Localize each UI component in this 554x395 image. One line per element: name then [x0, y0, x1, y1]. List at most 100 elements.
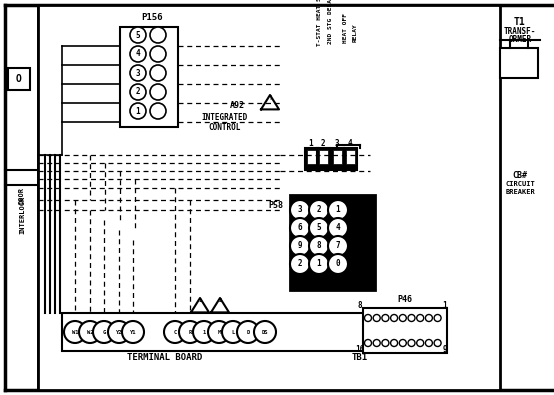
Circle shape	[290, 254, 310, 274]
Text: W2: W2	[87, 329, 93, 335]
Text: 9: 9	[297, 241, 302, 250]
Circle shape	[391, 339, 398, 346]
Circle shape	[130, 27, 146, 43]
Circle shape	[79, 321, 101, 343]
Circle shape	[417, 314, 424, 322]
Circle shape	[150, 103, 166, 119]
Text: DS: DS	[261, 329, 268, 335]
Text: 5: 5	[317, 224, 321, 233]
Circle shape	[382, 314, 389, 322]
Text: TRANSF-: TRANSF-	[504, 26, 536, 36]
Text: P46: P46	[398, 295, 413, 305]
Circle shape	[425, 339, 433, 346]
Text: 5: 5	[136, 30, 140, 40]
Circle shape	[309, 236, 329, 256]
Circle shape	[328, 236, 348, 256]
Text: CB#: CB#	[512, 171, 527, 179]
Text: 1: 1	[309, 139, 314, 147]
Text: Y2: Y2	[116, 329, 122, 335]
Circle shape	[108, 321, 130, 343]
Circle shape	[222, 321, 244, 343]
Circle shape	[150, 65, 166, 81]
Text: 4: 4	[336, 224, 340, 233]
Bar	[333, 150, 342, 164]
Text: 2ND STG DELAY: 2ND STG DELAY	[328, 0, 333, 44]
Circle shape	[408, 314, 415, 322]
Circle shape	[237, 321, 259, 343]
Bar	[38, 5, 500, 390]
Circle shape	[179, 321, 201, 343]
Bar	[307, 150, 316, 164]
Circle shape	[130, 103, 146, 119]
Text: P156: P156	[141, 13, 163, 23]
Text: DOOR: DOOR	[19, 186, 25, 203]
Bar	[319, 150, 328, 164]
Text: 6: 6	[297, 224, 302, 233]
Circle shape	[417, 339, 424, 346]
Text: 16: 16	[355, 346, 365, 354]
Text: TERMINAL BOARD: TERMINAL BOARD	[127, 354, 203, 363]
Circle shape	[434, 339, 441, 346]
Circle shape	[391, 314, 398, 322]
Circle shape	[399, 339, 406, 346]
Text: A92: A92	[230, 100, 245, 109]
Text: 2: 2	[218, 297, 222, 303]
Text: D: D	[247, 329, 250, 335]
Bar	[363, 308, 447, 353]
Text: 8: 8	[358, 301, 362, 310]
Text: RELAY: RELAY	[353, 24, 358, 42]
Text: W1: W1	[72, 329, 78, 335]
Text: INTERLOCK: INTERLOCK	[19, 196, 25, 234]
Text: HEAT OFF: HEAT OFF	[343, 13, 348, 43]
Circle shape	[309, 218, 329, 238]
Bar	[344, 148, 357, 170]
Circle shape	[290, 218, 310, 238]
Circle shape	[328, 254, 348, 274]
Bar	[8, 68, 30, 90]
Text: L: L	[232, 329, 235, 335]
Circle shape	[254, 321, 276, 343]
Bar	[305, 148, 318, 170]
Text: G: G	[102, 329, 106, 335]
Circle shape	[365, 314, 372, 322]
Circle shape	[150, 84, 166, 100]
Text: O: O	[16, 74, 22, 84]
Text: 2: 2	[317, 205, 321, 214]
Text: 9: 9	[443, 346, 447, 354]
Circle shape	[309, 254, 329, 274]
Circle shape	[373, 339, 380, 346]
Circle shape	[208, 321, 230, 343]
Circle shape	[150, 46, 166, 62]
Bar	[120, 27, 178, 127]
Text: BREAKER: BREAKER	[505, 189, 535, 195]
Text: INTEGRATED: INTEGRATED	[202, 113, 248, 122]
Text: TB1: TB1	[352, 354, 368, 363]
Circle shape	[150, 27, 166, 43]
Text: 3: 3	[136, 68, 140, 77]
Circle shape	[93, 321, 115, 343]
Text: 1: 1	[198, 297, 202, 303]
Circle shape	[382, 339, 389, 346]
Circle shape	[309, 200, 329, 220]
Text: !: !	[268, 95, 272, 101]
Circle shape	[373, 314, 380, 322]
Bar	[331, 148, 344, 170]
Text: T1: T1	[514, 17, 526, 27]
Bar	[346, 150, 355, 164]
Text: 4: 4	[348, 139, 352, 147]
Text: P58: P58	[268, 201, 283, 209]
Text: ORMER: ORMER	[509, 34, 531, 43]
Text: 3: 3	[297, 205, 302, 214]
Circle shape	[328, 218, 348, 238]
Text: C: C	[173, 329, 177, 335]
Circle shape	[434, 314, 441, 322]
Text: 0: 0	[336, 260, 340, 269]
Text: T-STAT HEAT STG: T-STAT HEAT STG	[317, 0, 322, 46]
Text: 1: 1	[317, 260, 321, 269]
Circle shape	[365, 339, 372, 346]
Text: R: R	[188, 329, 192, 335]
Circle shape	[328, 200, 348, 220]
Text: 7: 7	[336, 241, 340, 250]
Circle shape	[425, 314, 433, 322]
Circle shape	[64, 321, 86, 343]
